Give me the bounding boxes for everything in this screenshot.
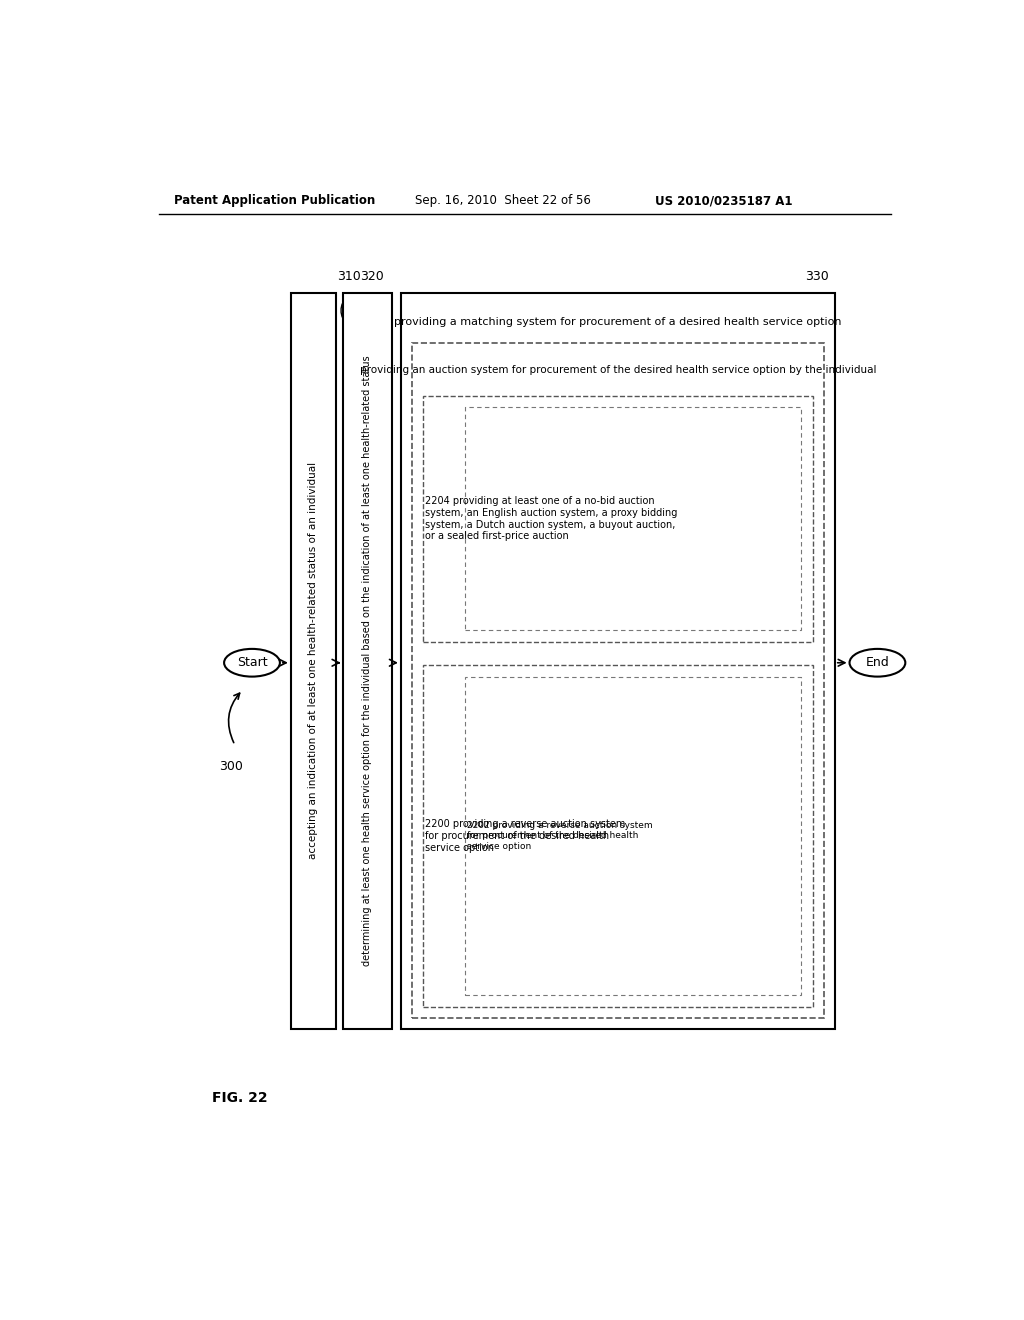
Bar [343, 293, 391, 1028]
Text: Sep. 16, 2010  Sheet 22 of 56: Sep. 16, 2010 Sheet 22 of 56 [415, 194, 591, 207]
Text: 2200 providing a reverse auction system
for procurement of the desired health
se: 2200 providing a reverse auction system … [425, 820, 626, 853]
Text: 2204 providing at least one of a no-bid auction
system, an English auction syste: 2204 providing at least one of a no-bid … [425, 496, 677, 541]
Ellipse shape [224, 649, 280, 677]
Bar [423, 665, 813, 1007]
Bar [291, 293, 336, 1028]
Bar [400, 293, 835, 1028]
Text: US 2010/0235187 A1: US 2010/0235187 A1 [655, 194, 793, 207]
Text: End: End [865, 656, 889, 669]
Text: accepting an indication of at least one health-related status of an individual: accepting an indication of at least one … [308, 462, 318, 859]
Ellipse shape [850, 649, 905, 677]
Text: 300: 300 [219, 760, 244, 774]
Text: providing a matching system for procurement of a desired health service option: providing a matching system for procurem… [394, 317, 842, 327]
Text: Start: Start [237, 656, 267, 669]
Bar [412, 343, 824, 1018]
Text: FIG. 22: FIG. 22 [212, 1090, 267, 1105]
Text: 310: 310 [337, 269, 361, 282]
Text: determining at least one health service option for the individual based on the i: determining at least one health service … [362, 355, 373, 966]
Text: providing an auction system for procurement of the desired health service option: providing an auction system for procurem… [359, 366, 877, 375]
FancyArrowPatch shape [365, 296, 372, 326]
Text: 330: 330 [805, 269, 828, 282]
Bar [465, 677, 802, 995]
Text: 2202 providing a reverse auction system
for procurement of the desired health
se: 2202 providing a reverse auction system … [467, 821, 653, 851]
Bar [423, 396, 813, 642]
FancyArrowPatch shape [341, 296, 348, 326]
FancyArrowPatch shape [827, 296, 835, 326]
Text: Patent Application Publication: Patent Application Publication [174, 194, 376, 207]
FancyArrowPatch shape [228, 693, 240, 743]
Text: 320: 320 [359, 269, 383, 282]
Bar [465, 407, 802, 631]
